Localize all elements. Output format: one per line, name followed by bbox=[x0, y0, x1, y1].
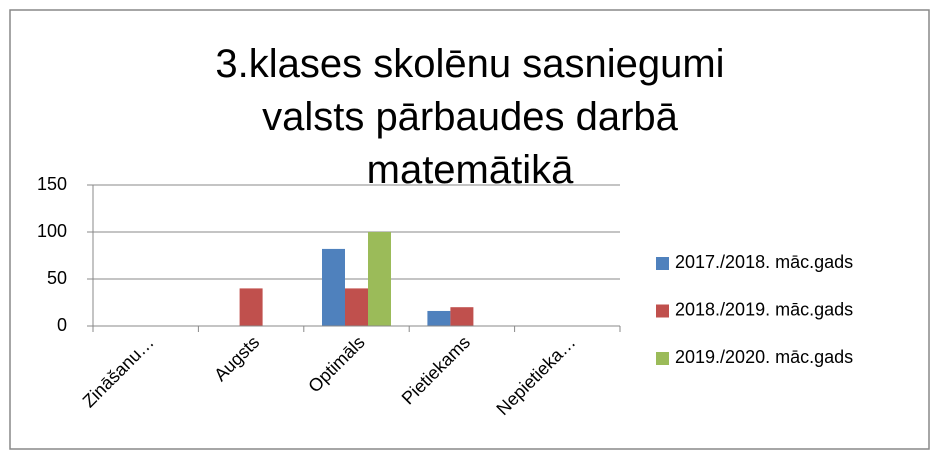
y-tick-label: 150 bbox=[37, 174, 67, 194]
y-tick-label: 0 bbox=[57, 315, 67, 335]
legend-swatch bbox=[656, 304, 669, 318]
legend-label: 2019./2020. māc.gads bbox=[675, 347, 853, 367]
legend-swatch bbox=[656, 352, 669, 365]
bar bbox=[368, 232, 391, 326]
bar bbox=[239, 288, 263, 326]
chart-title: 3.klases skolēnu sasniegumi valsts pārba… bbox=[215, 42, 725, 192]
legend-label: 2017./2018. māc.gads bbox=[675, 252, 853, 272]
bar bbox=[345, 288, 368, 326]
bar bbox=[322, 248, 345, 326]
legend-label: 2018./2019. māc.gads bbox=[675, 299, 853, 319]
bar bbox=[450, 307, 474, 326]
bar bbox=[427, 310, 451, 326]
y-tick-label: 100 bbox=[37, 221, 67, 241]
legend-swatch bbox=[656, 257, 669, 270]
y-tick-label: 50 bbox=[47, 268, 67, 288]
chart-border bbox=[9, 9, 930, 450]
